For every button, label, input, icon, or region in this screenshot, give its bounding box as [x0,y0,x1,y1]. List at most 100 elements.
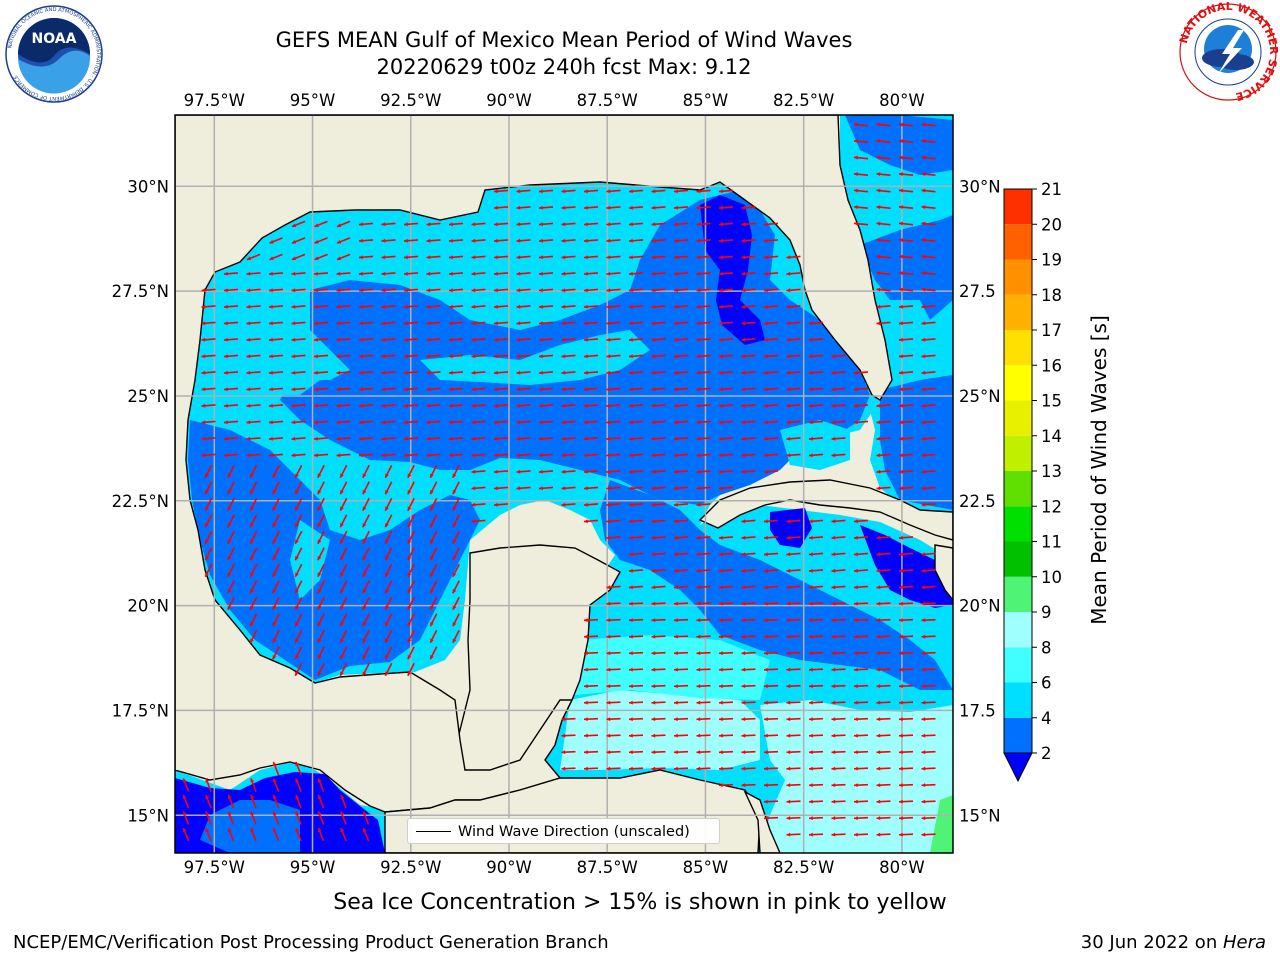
wind-wave-arrow [381,271,396,276]
wind-wave-arrow [853,172,869,177]
wind-wave-arrow [268,271,284,276]
wind-wave-arrow [673,189,689,194]
wind-wave-arrow [538,304,554,309]
colorbar-tick-label: 19 [1041,251,1062,270]
wind-wave-arrow [362,530,370,545]
wind-wave-arrow [898,535,914,540]
wind-wave-arrow [876,667,891,672]
wind-wave-arrow [651,502,666,507]
wind-wave-arrow [516,205,531,210]
wind-wave-arrow [921,354,936,359]
wind-wave-arrow [403,271,419,276]
wind-wave-arrow [606,585,621,590]
wind-wave-arrow [876,403,891,408]
hispaniola-land [934,544,953,602]
wind-wave-arrow [628,733,644,738]
wind-wave-arrow [362,629,370,644]
lat-tick-label: 25°N [959,387,1001,406]
colorbar-tick-label: 4 [1041,709,1052,728]
wind-wave-arrow [583,667,599,672]
wind-wave-arrow [898,321,914,326]
wind-wave-arrow [898,585,914,590]
wind-wave-arrow [516,238,531,243]
wind-wave-arrow [403,337,419,342]
wind-wave-arrow [403,222,419,227]
wind-wave-arrow [583,370,599,375]
wind-wave-arrow [384,613,393,627]
wind-wave-arrow [628,337,644,342]
wind-wave-arrow [741,651,756,656]
wind-wave-arrow [448,370,464,375]
wind-wave-arrow [921,155,936,160]
wind-wave-arrow [876,221,891,226]
wind-wave-arrow [876,238,891,243]
wind-wave-arrow [493,321,509,326]
wind-wave-arrow [606,337,621,342]
wind-wave-arrow [763,634,779,639]
wind-wave-arrow [583,238,599,243]
wind-wave-arrow [741,238,756,243]
wind-wave-arrow [362,827,370,842]
wind-wave-arrow [831,799,846,804]
wind-wave-arrow [516,304,531,309]
wind-wave-arrow [876,321,891,326]
wind-wave-arrow [561,717,576,722]
wind-wave-arrow [673,321,689,326]
wind-wave-arrow [583,288,599,293]
colorbar-tick-label: 18 [1041,286,1062,305]
wind-wave-arrow [583,205,599,210]
wind-wave-arrow [741,255,756,260]
wind-wave-arrow [339,530,348,545]
wind-wave-arrow [426,436,441,441]
wind-wave-arrow [538,453,554,458]
wind-wave-arrow [628,585,644,590]
wind-wave-arrow [606,750,621,755]
wind-wave-arrow [831,601,846,606]
wind-wave-arrow [628,189,644,194]
wind-wave-arrow [921,634,936,639]
wind-wave-arrow [317,794,325,809]
wind-wave-arrow [853,783,869,788]
wind-wave-arrow [426,420,441,425]
wind-wave-arrow [718,387,734,392]
wind-wave-arrow [381,387,396,392]
wind-wave-arrow [808,453,824,458]
wind-wave-arrow [696,552,711,557]
wind-wave-arrow [339,662,348,677]
wind-wave-arrow [651,717,666,722]
lon-tick-label: 95°W [290,858,336,877]
wind-wave-arrow [317,596,325,611]
plot-title: GEFS MEAN Gulf of Mexico Mean Period of … [275,28,853,52]
wind-wave-arrow [561,370,576,375]
wind-wave-arrow [651,403,666,408]
wind-wave-arrow [561,321,576,326]
wind-wave-arrow [339,646,348,660]
wind-wave-arrow [429,563,438,578]
wind-wave-arrow [246,354,261,359]
wind-wave-arrow [651,634,666,639]
wind-wave-arrow [471,469,486,474]
wind-wave-arrow [227,596,235,611]
wind-wave-arrow [673,403,689,408]
wind-wave-arrow [921,205,936,210]
wind-wave-arrow [272,563,280,578]
wind-wave-arrow [921,799,936,804]
colorbar-segment [1004,541,1032,577]
wind-wave-arrow [583,618,599,623]
wind-wave-arrow [741,634,756,639]
wind-wave-arrow [898,717,914,722]
wind-wave-arrow [808,403,824,408]
wind-wave-arrow [921,287,936,292]
wind-wave-arrow [201,321,216,326]
wind-wave-arrow [786,832,801,837]
wind-wave-arrow [786,255,801,260]
wind-wave-arrow [628,354,644,359]
wind-wave-arrow [741,337,756,342]
wind-wave-arrow [358,436,374,441]
wind-wave-arrow [673,651,689,656]
wind-wave-arrow [493,189,509,194]
wind-wave-arrow [606,618,621,623]
wind-wave-arrow [583,750,599,755]
wind-wave-arrow [314,237,328,244]
lat-tick-label: 27.5 [959,282,996,301]
